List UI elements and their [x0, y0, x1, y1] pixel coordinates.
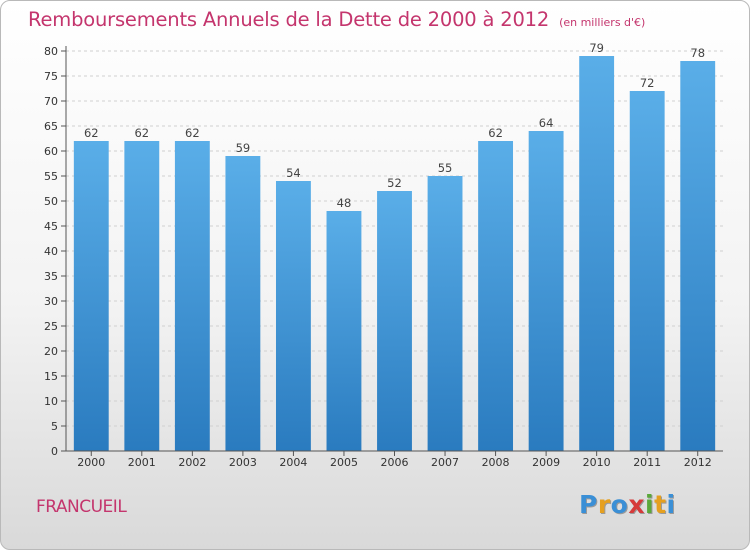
logo-letter: i — [645, 490, 655, 519]
y-tick-label: 10 — [44, 395, 58, 408]
data-label-2007: 55 — [438, 161, 453, 175]
y-tick-label: 5 — [51, 420, 58, 433]
bar-2007 — [427, 176, 463, 451]
bar-2008 — [478, 141, 514, 451]
x-tick-label: 2008 — [482, 456, 510, 469]
x-tick-label: 2010 — [583, 456, 611, 469]
x-tick-label: 2003 — [229, 456, 257, 469]
chart-title: Remboursements Annuels de la Dette de 20… — [28, 8, 645, 31]
y-tick-label: 45 — [44, 220, 58, 233]
y-tick-label: 55 — [44, 170, 58, 183]
bar-2006 — [377, 191, 412, 451]
x-tick-label: 2002 — [178, 456, 206, 469]
data-label-2002: 62 — [185, 126, 200, 140]
logo-letter: x — [628, 490, 645, 519]
logo-letter: i — [666, 490, 676, 519]
commune-name: FRANCUEIL — [36, 497, 127, 517]
bar-2002 — [174, 141, 210, 451]
y-tick-label: 30 — [44, 295, 58, 308]
data-label-2005: 48 — [337, 196, 352, 210]
x-axis: 2000 2001 2002 2003 2004 2005 2006 2007 2008 2009… — [66, 450, 723, 469]
y-tick-label: 25 — [44, 320, 58, 333]
logo-letter: P — [579, 490, 598, 519]
logo-letter: o — [610, 490, 629, 519]
bar-2003 — [225, 156, 261, 451]
y-tick-label: 0 — [51, 445, 58, 458]
x-tick-label: 2000 — [77, 456, 105, 469]
proxiti-logo[interactable]: Proxiti — [579, 490, 676, 519]
data-label-2001: 62 — [134, 126, 149, 140]
data-label-2004: 54 — [286, 166, 301, 180]
logo-letter: r — [597, 490, 611, 519]
data-label-2010: 79 — [589, 41, 604, 55]
x-tick-label: 2012 — [684, 456, 712, 469]
x-tick-label: 2001 — [128, 456, 156, 469]
y-tick-label: 50 — [44, 195, 58, 208]
y-tick-label: 80 — [44, 45, 58, 58]
x-tick-label: 2007 — [431, 456, 459, 469]
data-label-2009: 64 — [539, 116, 554, 130]
bar-2001 — [124, 141, 160, 451]
y-tick-label: 35 — [44, 270, 58, 283]
x-tick-label: 2005 — [330, 456, 358, 469]
data-label-2000: 62 — [84, 126, 99, 140]
x-tick-label: 2009 — [532, 456, 560, 469]
y-tick-label: 70 — [44, 95, 58, 108]
data-label-2012: 78 — [690, 46, 705, 60]
y-tick-label: 75 — [44, 70, 58, 83]
bar-2000 — [73, 141, 109, 451]
data-label-2006: 52 — [387, 176, 402, 190]
y-tick-label: 20 — [44, 345, 58, 358]
y-tick-label: 60 — [44, 145, 58, 158]
bar-2005 — [326, 211, 362, 451]
x-tick-label: 2006 — [381, 456, 409, 469]
bar-2012 — [680, 61, 716, 451]
chart-title-text: Remboursements Annuels de la Dette de 20… — [28, 8, 550, 31]
bar-2004 — [275, 181, 311, 451]
bars: 62 62 62 59 54 48 52 55 62 64 79 72 78 — [73, 41, 716, 451]
y-tick-label: 65 — [44, 120, 58, 133]
x-tick-label: 2004 — [279, 456, 307, 469]
y-axis: 0 5 10 15 20 25 30 35 40 45 50 55 60 65 70 75 80 — [44, 45, 67, 458]
data-label-2003: 59 — [236, 141, 251, 155]
x-tick-label: 2011 — [633, 456, 661, 469]
y-tick-label: 15 — [44, 370, 58, 383]
bar-2011 — [629, 91, 665, 451]
logo-letter: t — [654, 490, 667, 519]
chart-subtitle: (en milliers d'€) — [559, 16, 646, 29]
bar-2010 — [579, 56, 615, 451]
data-label-2008: 62 — [488, 126, 503, 140]
bar-2009 — [528, 131, 564, 451]
data-label-2011: 72 — [640, 76, 655, 90]
y-tick-label: 40 — [44, 245, 58, 258]
